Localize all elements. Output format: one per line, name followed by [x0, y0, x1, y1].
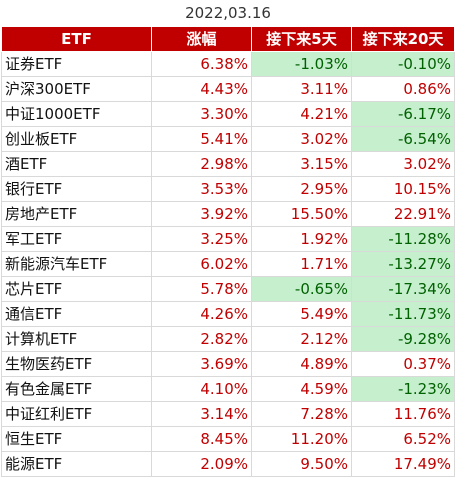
- etf-name: 新能源汽车ETF: [1, 251, 152, 277]
- pct-cell: 4.21%: [251, 101, 352, 127]
- etf-name: 酒ETF: [1, 151, 152, 177]
- pct-cell: 4.10%: [151, 376, 252, 402]
- etf-name: 中证红利ETF: [1, 401, 152, 427]
- pct-cell: 3.92%: [151, 201, 252, 227]
- pct-cell: 2.12%: [251, 326, 352, 352]
- pct-cell: 2.09%: [151, 451, 252, 477]
- pct-cell: -13.27%: [350, 251, 455, 277]
- pct-cell: 11.76%: [350, 401, 455, 427]
- data-row: 房地产ETF 3.92% 15.50% 22.91%: [1, 201, 455, 227]
- etf-name: 中证1000ETF: [1, 101, 152, 127]
- data-row: 有色金属ETF 4.10% 4.59% -1.23%: [1, 376, 455, 402]
- pct-cell: -6.17%: [350, 101, 455, 127]
- etf-name: 能源ETF: [1, 451, 152, 477]
- pct-cell: 6.02%: [151, 251, 252, 277]
- pct-cell: -6.54%: [350, 126, 455, 152]
- data-row: 通信ETF 4.26% 5.49% -11.73%: [1, 301, 455, 327]
- title-row: 2022,03.16: [2, 0, 455, 27]
- pct-cell: 0.86%: [350, 76, 455, 102]
- pct-cell: 2.82%: [151, 326, 252, 352]
- data-row: 生物医药ETF 3.69% 4.89% 0.37%: [1, 351, 455, 377]
- pct-cell: -0.65%: [251, 276, 352, 302]
- table-title: 2022,03.16: [185, 4, 271, 22]
- pct-cell: 3.15%: [251, 151, 352, 177]
- etf-name: 生物医药ETF: [1, 351, 152, 377]
- data-row: 新能源汽车ETF 6.02% 1.71% -13.27%: [1, 251, 455, 277]
- pct-cell: 4.59%: [251, 376, 352, 402]
- pct-cell: 6.38%: [151, 51, 252, 77]
- header-cell: 涨幅: [151, 26, 252, 52]
- pct-cell: -11.28%: [350, 226, 455, 252]
- pct-cell: 2.98%: [151, 151, 252, 177]
- pct-cell: 1.92%: [251, 226, 352, 252]
- data-row: 沪深300ETF 4.43% 3.11% 0.86%: [1, 76, 455, 102]
- pct-cell: 15.50%: [251, 201, 352, 227]
- etf-name: 银行ETF: [1, 176, 152, 202]
- data-row: 中证红利ETF 3.14% 7.28% 11.76%: [1, 401, 455, 427]
- data-row: 军工ETF 3.25% 1.92% -11.28%: [1, 226, 455, 252]
- header-cell: ETF: [1, 26, 152, 52]
- pct-cell: 3.69%: [151, 351, 252, 377]
- pct-cell: 3.02%: [251, 126, 352, 152]
- pct-cell: 7.28%: [251, 401, 352, 427]
- pct-cell: -9.28%: [350, 326, 455, 352]
- etf-name: 证券ETF: [1, 51, 152, 77]
- data-row: 恒生ETF 8.45% 11.20% 6.52%: [1, 426, 455, 452]
- etf-name: 计算机ETF: [1, 326, 152, 352]
- data-row: 酒ETF 2.98% 3.15% 3.02%: [1, 151, 455, 177]
- pct-cell: -1.23%: [350, 376, 455, 402]
- pct-cell: 10.15%: [350, 176, 455, 202]
- pct-cell: 3.25%: [151, 226, 252, 252]
- pct-cell: 6.52%: [350, 426, 455, 452]
- etf-name: 军工ETF: [1, 226, 152, 252]
- pct-cell: 8.45%: [151, 426, 252, 452]
- data-row: 银行ETF 3.53% 2.95% 10.15%: [1, 176, 455, 202]
- pct-cell: 2.95%: [251, 176, 352, 202]
- pct-cell: 0.37%: [350, 351, 455, 377]
- pct-cell: 5.78%: [151, 276, 252, 302]
- header-cell: 接下来20天: [350, 26, 455, 52]
- data-row: 中证1000ETF 3.30% 4.21% -6.17%: [1, 101, 455, 127]
- pct-cell: 3.02%: [350, 151, 455, 177]
- pct-cell: 22.91%: [350, 201, 455, 227]
- data-row: 能源ETF 2.09% 9.50% 17.49%: [1, 451, 455, 477]
- header-cell: 接下来5天: [251, 26, 352, 52]
- pct-cell: 1.71%: [251, 251, 352, 277]
- pct-cell: 5.49%: [251, 301, 352, 327]
- etf-name: 通信ETF: [1, 301, 152, 327]
- pct-cell: -11.73%: [350, 301, 455, 327]
- etf-name: 创业板ETF: [1, 126, 152, 152]
- pct-cell: 3.53%: [151, 176, 252, 202]
- pct-cell: 9.50%: [251, 451, 352, 477]
- pct-cell: 3.14%: [151, 401, 252, 427]
- etf-name: 沪深300ETF: [1, 76, 152, 102]
- etf-name: 芯片ETF: [1, 276, 152, 302]
- pct-cell: 11.20%: [251, 426, 352, 452]
- pct-cell: -0.10%: [350, 51, 455, 77]
- pct-cell: 17.49%: [350, 451, 455, 477]
- pct-cell: 4.26%: [151, 301, 252, 327]
- pct-cell: -17.34%: [350, 276, 455, 302]
- pct-cell: -1.03%: [251, 51, 352, 77]
- data-row: 计算机ETF 2.82% 2.12% -9.28%: [1, 326, 455, 352]
- etf-name: 有色金属ETF: [1, 376, 152, 402]
- pct-cell: 3.11%: [251, 76, 352, 102]
- data-row: 创业板ETF 5.41% 3.02% -6.54%: [1, 126, 455, 152]
- data-row: 芯片ETF 5.78% -0.65% -17.34%: [1, 276, 455, 302]
- pct-cell: 4.89%: [251, 351, 352, 377]
- etf-name: 恒生ETF: [1, 426, 152, 452]
- pct-cell: 5.41%: [151, 126, 252, 152]
- etf-name: 房地产ETF: [1, 201, 152, 227]
- pct-cell: 3.30%: [151, 101, 252, 127]
- header-row: ETF 涨幅 接下来5天 接下来20天: [1, 26, 455, 52]
- data-row: 证券ETF 6.38% -1.03% -0.10%: [1, 51, 455, 77]
- pct-cell: 4.43%: [151, 76, 252, 102]
